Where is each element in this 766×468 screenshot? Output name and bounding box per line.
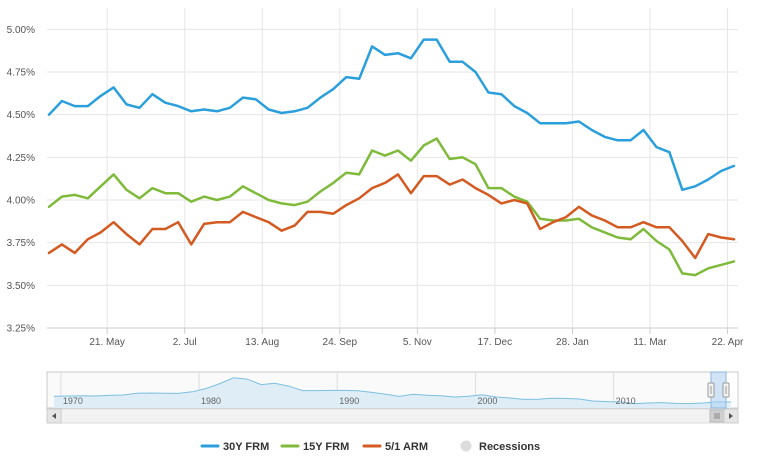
y-tick-label: 3.50% [7,281,35,292]
navigator-year-label: 1970 [63,396,83,406]
x-tick-label: 2. Jul [173,337,197,348]
navigator-year-label: 2010 [616,396,636,406]
x-tick-label: 11. Mar [633,337,667,348]
series-line-5-1-arm[interactable] [47,173,736,260]
y-axis-ticks: 3.25% 3.50% 3.75% 4.00% 4.25% 4.50% 4.75% 5.00% [7,25,35,335]
x-tick-label: 5. Nov [403,337,432,348]
x-tick-label: 13. Aug [245,337,279,348]
y-tick-label: 3.25% [7,324,35,335]
y-tick-label: 4.00% [7,196,35,207]
x-tick-label: 24. Sep [323,337,358,348]
y-tick-label: 4.75% [7,68,35,79]
navigator-year-labels: 1970 1980 1990 2000 2010 [63,396,636,406]
navigator-line [53,377,732,405]
x-tick-label: 21. May [89,337,125,348]
legend-label: Recessions [479,441,540,453]
legend-label: 15Y FRM [303,441,349,453]
series-lines [47,38,736,277]
legend-item-5-1-arm[interactable]: 5/1 ARM [362,441,428,453]
y-tick-label: 5.00% [7,25,35,36]
scrollbar[interactable] [46,408,739,424]
scrollbar-track[interactable] [46,408,739,424]
navigator-year-label: 2000 [477,396,497,406]
y-tick-label: 4.25% [7,153,35,164]
navigator-area [53,377,732,408]
navigator-year-label: 1980 [201,396,221,406]
legend-label: 30Y FRM [223,441,269,453]
navigator[interactable]: 1970 1980 1990 2000 2010 [46,371,739,409]
legend: 30Y FRM 15Y FRM 5/1 ARM Recessions [200,440,541,454]
y-tick-label: 4.50% [7,110,35,121]
legend-item-recessions[interactable]: Recessions [460,440,541,454]
legend-item-30y-frm[interactable]: 30Y FRM [200,441,269,453]
legend-swatch [460,440,472,452]
x-tick-label: 22. Apr [712,337,744,348]
legend-label: 5/1 ARM [385,441,428,453]
scroll-left-arrow-icon [52,413,56,419]
series-line-15y-frm[interactable] [47,137,736,277]
series-line-30y-frm[interactable] [47,38,736,192]
plot-area [47,8,738,328]
navigator-year-label: 1990 [339,396,359,406]
y-tick-label: 3.75% [7,238,35,249]
x-tick-label: 28. Jan [556,337,589,348]
navigator-mask [47,372,711,408]
x-tick-label: 17. Dec [478,337,512,348]
x-axis-ticks: 21. May 2. Jul 13. Aug 24. Sep 5. Nov 17. Dec… [89,328,744,348]
scroll-right-arrow-icon [729,413,733,419]
legend-item-15y-frm[interactable]: 15Y FRM [280,441,349,453]
